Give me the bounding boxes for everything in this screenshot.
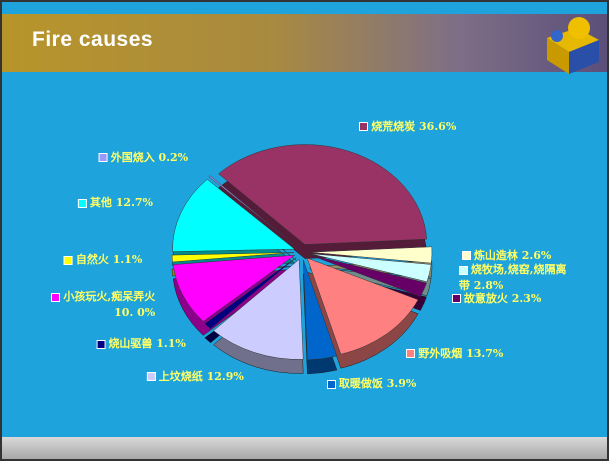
data-label: 外国烧入 0.2% [99, 150, 188, 166]
label-swatch [99, 153, 108, 162]
value-label: 10. 0% [114, 306, 155, 319]
category-name: 上坟烧纸 [159, 370, 203, 383]
category-name: 外国烧入 [111, 151, 155, 164]
value-label: 13.7% [466, 347, 503, 360]
data-label: 野外吸烟 13.7% [406, 346, 503, 362]
category-name: 小孩玩火,痴呆弄火 [63, 290, 155, 303]
value-label: 2.3% [512, 292, 542, 305]
category-name: 其他 [90, 196, 112, 209]
data-label: 烧山驱兽 1.1% [96, 336, 185, 352]
value-label: 1.1% [113, 253, 143, 266]
label-swatch [459, 266, 468, 275]
label-swatch [327, 380, 336, 389]
value-label: 12.9% [207, 370, 244, 383]
label-swatch [359, 122, 368, 131]
chart [2, 2, 607, 437]
data-label: 自然火 1.1% [64, 252, 142, 268]
data-label: 炼山造林 2.6% [462, 248, 551, 264]
slide: Fire causes 烧荒烧炭 36.6%炼山造林 2.6%烧牧场,烧窑,烧隔… [0, 0, 609, 461]
label-swatch [64, 256, 73, 265]
category-name: 野外吸烟 [418, 347, 462, 360]
label-swatch [96, 340, 105, 349]
value-label: 36.6% [419, 120, 456, 133]
label-swatch [406, 349, 415, 358]
label-swatch [51, 293, 60, 302]
data-label: 故意放火 2.3% [452, 291, 541, 307]
category-name: 烧山驱兽 [108, 337, 152, 350]
footer-bar [2, 437, 607, 459]
value-label: 2.6% [522, 249, 552, 262]
data-label: 其他 12.7% [78, 195, 153, 211]
category-name: 取暖做饭 [339, 377, 383, 390]
data-label: 取暖做饭 3.9% [327, 376, 416, 392]
label-swatch [452, 294, 461, 303]
category-name: 炼山造林 [474, 249, 518, 262]
category-name: 故意放火 [464, 292, 508, 305]
value-label: 1.1% [156, 337, 186, 350]
value-label: 3.9% [387, 377, 417, 390]
category-name: 自然火 [76, 253, 109, 266]
value-label: 0.2% [159, 151, 189, 164]
category-name: 烧荒烧炭 [371, 120, 415, 133]
label-swatch [147, 372, 156, 381]
data-label: 烧荒烧炭 36.6% [359, 119, 456, 135]
data-label: 小孩玩火,痴呆弄火 10. 0% [43, 289, 155, 321]
value-label: 12.7% [116, 196, 153, 209]
data-label: 烧牧场,烧窑,烧隔离带 2.8% [459, 262, 571, 294]
label-swatch [78, 199, 87, 208]
data-label: 上坟烧纸 12.9% [147, 369, 244, 385]
label-swatch [462, 251, 471, 260]
